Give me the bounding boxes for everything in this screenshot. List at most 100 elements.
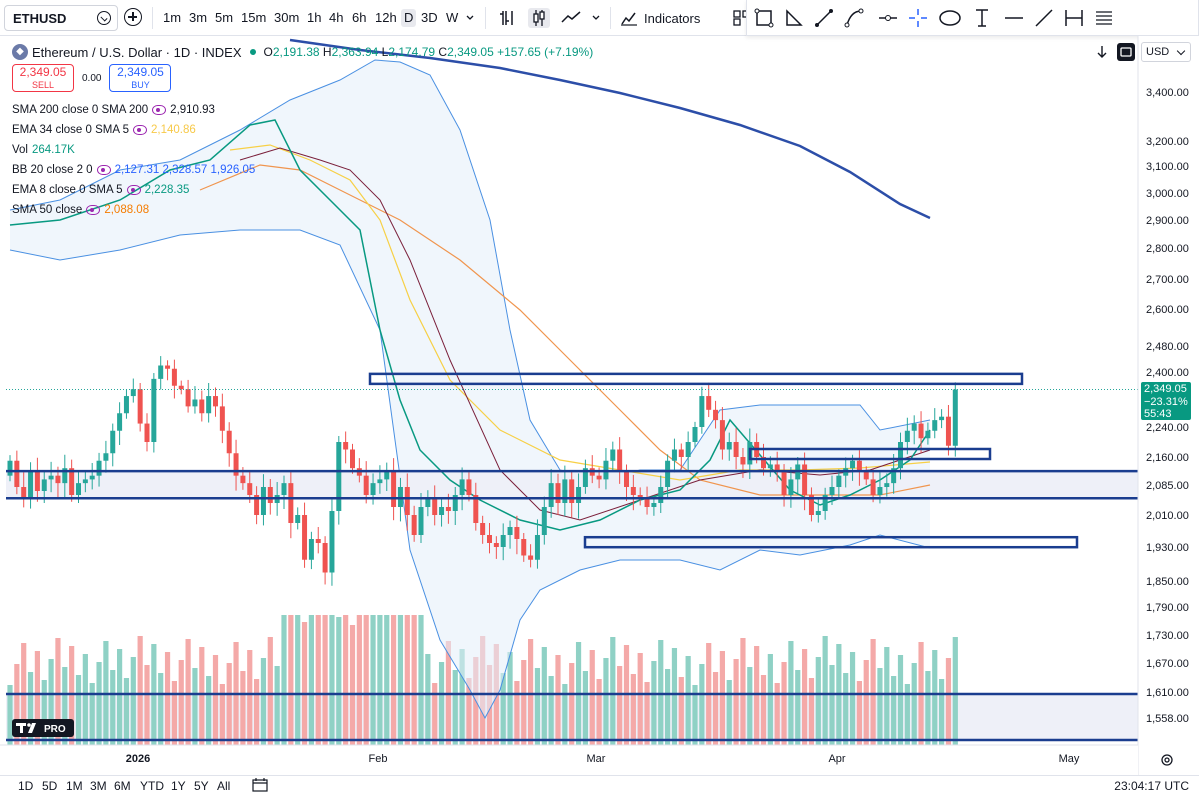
indicator-row[interactable]: EMA 8 close 0 SMA 5 2,228.35	[12, 180, 255, 200]
eye-icon[interactable]	[152, 105, 167, 115]
eye-icon[interactable]	[86, 205, 101, 215]
rectangle-tool-icon[interactable]	[753, 7, 775, 29]
indicator-value: 2,127.31 2,328.57 1,926.05	[114, 164, 256, 176]
candle-body	[165, 365, 171, 369]
volume-bar	[62, 667, 68, 745]
indicators-icon	[621, 12, 637, 26]
range-all[interactable]: All	[217, 779, 231, 793]
range-ytd[interactable]: YTD	[140, 779, 164, 793]
utc-clock[interactable]: 23:04:17 UTC	[1114, 779, 1189, 793]
chart-type-chevron-down-icon[interactable]	[592, 15, 600, 21]
volume-bar	[521, 660, 527, 745]
horizontal-lines[interactable]	[6, 389, 1138, 742]
low-value: 2,174.79	[388, 45, 436, 59]
volume-bar	[397, 615, 404, 745]
interval-3d[interactable]: 3D	[421, 10, 438, 25]
volume-bar	[767, 654, 773, 745]
volume-bar	[699, 664, 705, 745]
indicator-row[interactable]: Vol 264.17K	[12, 140, 255, 160]
candle-body	[7, 460, 13, 476]
buy-button[interactable]: 2,349.05 BUY	[109, 64, 172, 92]
ray-tool-icon[interactable]	[1033, 7, 1055, 29]
interval-12h[interactable]: 12h	[375, 10, 397, 25]
chart-title[interactable]: Ethereum / U.S. Dollar · 1D · INDEX	[32, 44, 242, 60]
ellipse-tool-icon[interactable]	[937, 7, 963, 29]
volume-bar	[308, 615, 314, 745]
range-1d[interactable]: 1D	[18, 779, 34, 793]
indicator-row[interactable]: BB 20 close 2 0 2,127.31 2,328.57 1,926.0…	[12, 160, 255, 180]
trend-line-tool-icon[interactable]	[813, 7, 835, 29]
indicator-row[interactable]: EMA 34 close 0 SMA 5 2,140.86	[12, 120, 255, 140]
eye-icon[interactable]	[96, 165, 111, 175]
indicators-button[interactable]: Indicators	[620, 8, 700, 28]
range-1m[interactable]: 1M	[66, 779, 83, 793]
candle-body	[370, 483, 376, 495]
line-chart-icon[interactable]	[560, 8, 582, 28]
interval-5m[interactable]: 5m	[215, 10, 234, 25]
interval-d[interactable]: D	[401, 9, 417, 27]
triangle-tool-icon[interactable]	[783, 7, 805, 29]
volume-bar	[514, 681, 520, 745]
eye-icon[interactable]	[132, 125, 147, 135]
interval-3m[interactable]: 3m	[189, 10, 208, 25]
range-5y[interactable]: 5Y	[194, 779, 209, 793]
volume-bar	[418, 615, 424, 745]
range-5d[interactable]: 5D	[42, 779, 58, 793]
calendar-icon[interactable]	[252, 778, 268, 792]
add-symbol-icon[interactable]	[124, 8, 142, 26]
time-axis[interactable]: 2026 Feb Mar Apr May	[0, 744, 1138, 775]
arrow-down-icon[interactable]	[1096, 45, 1108, 59]
screenshot-icon[interactable]	[1116, 42, 1136, 62]
volume-bar	[82, 654, 88, 745]
range-6m[interactable]: 6M	[114, 779, 131, 793]
symbol-search[interactable]: ETHUSD	[4, 5, 118, 31]
interval-w[interactable]: W	[446, 10, 459, 25]
text-tool-icon[interactable]	[971, 7, 993, 29]
candle-body	[254, 495, 260, 515]
indicators-label: Indicators	[644, 10, 701, 26]
interval-1h[interactable]: 1h	[307, 10, 322, 25]
volume-bar	[582, 671, 588, 745]
indicator-label: EMA 8 close 0 SMA 5	[12, 184, 123, 196]
horizontal-ray-tool-icon[interactable]	[877, 7, 899, 29]
candle-body	[576, 487, 582, 503]
volume-bar	[548, 676, 554, 745]
zone-rectangles[interactable]	[368, 372, 1079, 549]
volume-bar	[644, 682, 650, 745]
compare-icon[interactable]	[97, 11, 111, 25]
crosshair-tool-icon[interactable]	[907, 7, 929, 29]
volume-bar	[685, 656, 691, 745]
candle-body	[151, 378, 157, 442]
volume-bar	[534, 668, 541, 745]
bar-chart-icon[interactable]	[496, 8, 518, 28]
interval-6h[interactable]: 6h	[352, 10, 367, 25]
candle-body	[452, 495, 458, 511]
currency-select[interactable]: USD	[1141, 42, 1191, 62]
volume-bar	[712, 672, 719, 745]
interval-15m[interactable]: 15m	[241, 10, 267, 25]
curve-tool-icon[interactable]	[843, 7, 865, 29]
fib-tool-icon[interactable]	[1093, 7, 1115, 29]
candle-body	[644, 499, 650, 507]
candle-body	[267, 487, 273, 503]
indicator-row[interactable]: SMA 200 close 0 SMA 200 2,910.93	[12, 100, 255, 120]
eye-icon[interactable]	[126, 185, 141, 195]
range-1y[interactable]: 1Y	[171, 779, 186, 793]
interval-30m[interactable]: 30m	[274, 10, 300, 25]
interval-4h[interactable]: 4h	[329, 10, 344, 25]
indicator-row[interactable]: SMA 50 close 2,088.08	[12, 200, 255, 220]
interval-1m[interactable]: 1m	[163, 10, 182, 25]
settings-gear-icon[interactable]	[1160, 753, 1174, 767]
range-3m[interactable]: 3M	[90, 779, 107, 793]
volume-bar	[740, 638, 746, 745]
horizontal-line-tool-icon[interactable]	[1003, 7, 1025, 29]
sell-price: 2,349.05	[19, 65, 67, 79]
interval-chevron-down-icon[interactable]	[466, 15, 474, 21]
candle-body	[377, 479, 383, 484]
candles-icon[interactable]	[528, 8, 550, 28]
measure-tool-icon[interactable]	[1063, 7, 1085, 29]
volume-bar	[212, 655, 219, 745]
candle-body	[767, 464, 773, 469]
price-chart[interactable]: 3,400.00 3,200.00 3,100.00 3,000.00 2,900.00…	[0, 36, 1199, 775]
sell-button[interactable]: 2,349.05 SELL	[12, 64, 74, 92]
